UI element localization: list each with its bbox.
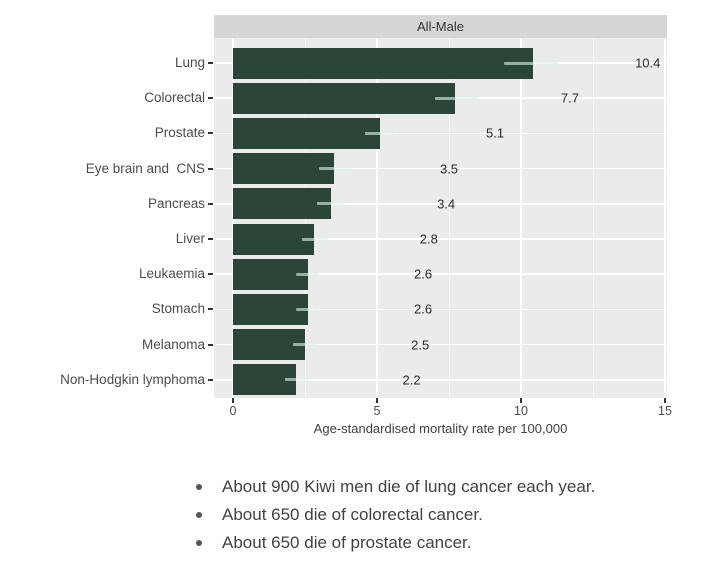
- gridline-row: [214, 167, 667, 170]
- y-tick: [208, 167, 213, 170]
- category-label-colorectal: Colorectal: [144, 90, 205, 106]
- x-tick: [232, 398, 234, 403]
- y-tick: [208, 238, 213, 240]
- value-label-pancreas: 3.4: [437, 196, 456, 212]
- errorbar-colorectal: [434, 96, 478, 100]
- category-label-eye-brain-and-cns: Eye brain and CNS: [85, 160, 205, 176]
- bar-lung: [233, 47, 533, 79]
- category-label-pancreas: Pancreas: [147, 195, 205, 211]
- value-label-non-hodgkin-lymphoma: 2.2: [402, 372, 421, 388]
- errorbar-stomach: [296, 307, 320, 311]
- errorbar-eye-brain-and-cns: [319, 167, 352, 171]
- bar-liver: [233, 223, 314, 255]
- y-tick: [208, 308, 213, 311]
- bar-pancreas: [233, 188, 331, 220]
- x-tick-label: 10: [514, 404, 528, 418]
- x-tick-label: 0: [229, 404, 237, 418]
- category-label-lung: Lung: [174, 55, 205, 70]
- note-text: About 900 Kiwi men die of lung cancer ea…: [222, 477, 596, 496]
- gridline-row: [214, 379, 667, 381]
- value-label-eye-brain-and-cns: 3.5: [439, 161, 459, 177]
- value-label-colorectal: 7.7: [560, 90, 579, 106]
- category-label-non-hodgkin-lymphoma: Non-Hodgkin lymphoma: [60, 371, 205, 387]
- gridline-major: [520, 38, 522, 398]
- y-tick: [208, 273, 213, 276]
- gridline-minor: [592, 38, 594, 398]
- gridline-minor: [448, 38, 450, 398]
- category-label-liver: Liver: [175, 231, 205, 246]
- value-label-leukaemia: 2.6: [414, 266, 433, 282]
- notes-list: About 900 Kiwi men die of lung cancer ea…: [196, 473, 595, 557]
- facet-title: All-Male: [417, 19, 464, 34]
- errorbar-liver: [302, 237, 329, 241]
- value-label-lung: 10.4: [635, 55, 661, 71]
- x-tick-label: 5: [373, 404, 381, 418]
- chart-panel: 10.4 7.7 5.1 3.5 3.4 2.8 2.6 2.6 2.5 2.2: [214, 38, 667, 398]
- category-label-prostate: Prostate: [154, 125, 205, 141]
- category-label-leukaemia: Leukaemia: [138, 266, 205, 282]
- x-tick-label: 15: [658, 404, 672, 418]
- bullet-icon: [196, 512, 202, 518]
- bar-eye-brain-and-cns: [233, 153, 334, 185]
- errorbar-leukaemia: [296, 272, 320, 276]
- errorbar-melanoma: [293, 343, 317, 347]
- y-tick: [208, 378, 213, 381]
- note-text: About 650 die of prostate cancer.: [222, 533, 472, 552]
- y-tick: [208, 132, 213, 135]
- facet-strip: All-Male: [214, 15, 667, 38]
- category-label-melanoma: Melanoma: [141, 336, 205, 352]
- gridline-row: [214, 203, 667, 205]
- note-item-1: About 900 Kiwi men die of lung cancer ea…: [196, 473, 595, 501]
- gridline-row: [214, 308, 667, 311]
- note-text: About 650 die of colorectal cancer.: [222, 505, 483, 524]
- x-axis-title: Age-standardised mortality rate per 100,…: [313, 421, 568, 436]
- note-item-3: About 650 die of prostate cancer.: [196, 529, 595, 557]
- gridline-row: [214, 343, 667, 346]
- y-tick: [208, 202, 213, 205]
- bar-stomach: [233, 293, 308, 325]
- bar-melanoma: [233, 329, 305, 361]
- category-label-stomach: Stomach: [151, 301, 205, 317]
- gridline-row: [214, 238, 667, 240]
- gridline-major: [664, 38, 666, 398]
- bullet-icon: [196, 540, 202, 546]
- bar-colorectal: [233, 82, 455, 114]
- value-label-liver: 2.8: [419, 231, 438, 247]
- y-tick: [208, 343, 213, 346]
- gridline-row: [214, 132, 667, 135]
- x-tick: [664, 398, 666, 403]
- value-label-prostate: 5.1: [486, 125, 505, 141]
- bullet-icon: [196, 484, 202, 490]
- bar-leukaemia: [233, 258, 308, 290]
- note-item-2: About 650 die of colorectal cancer.: [196, 501, 595, 529]
- x-tick: [520, 398, 522, 403]
- x-tick: [376, 398, 378, 403]
- y-tick: [208, 62, 213, 64]
- value-label-melanoma: 2.5: [411, 337, 430, 353]
- gridline-major: [376, 38, 378, 398]
- errorbar-lung: [503, 61, 559, 65]
- errorbar-pancreas: [316, 202, 346, 206]
- gridline-row: [214, 273, 667, 275]
- bar-prostate: [233, 117, 380, 149]
- errorbar-prostate: [365, 131, 395, 135]
- y-tick: [208, 97, 213, 100]
- value-label-stomach: 2.6: [414, 301, 433, 317]
- errorbar-non-hodgkin-lymphoma: [284, 378, 308, 382]
